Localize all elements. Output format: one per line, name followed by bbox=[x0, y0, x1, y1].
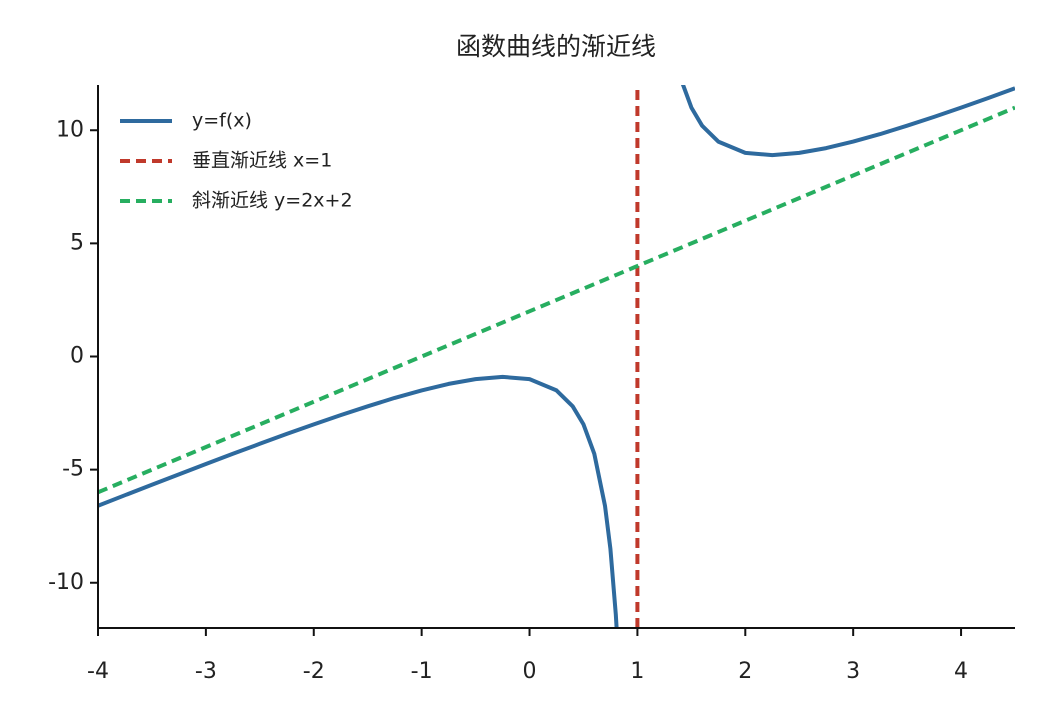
legend-label: 斜渐近线 y=2x+2 bbox=[192, 190, 353, 212]
y-tick-label: 0 bbox=[70, 344, 84, 369]
legend-label: y=f(x) bbox=[192, 110, 252, 132]
x-tick-label: 3 bbox=[846, 659, 860, 684]
y-tick-label: 5 bbox=[70, 230, 84, 255]
plot-area bbox=[98, 85, 1015, 628]
x-tick-label: -3 bbox=[195, 659, 217, 684]
x-tick-label: -4 bbox=[87, 659, 109, 684]
chart-title: 函数曲线的渐近线 bbox=[456, 32, 656, 61]
legend-label: 垂直渐近线 x=1 bbox=[192, 150, 332, 172]
x-tick-label: 0 bbox=[523, 659, 537, 684]
x-tick-label: -2 bbox=[303, 659, 325, 684]
series-line bbox=[98, 105, 1015, 495]
y-tick-label: -10 bbox=[48, 570, 84, 595]
x-tick-label: -1 bbox=[411, 659, 433, 684]
x-tick-label: 2 bbox=[738, 659, 752, 684]
y-tick-label: -5 bbox=[62, 457, 84, 482]
x-tick-label: 4 bbox=[954, 659, 968, 684]
y-tick-label: 10 bbox=[56, 117, 84, 142]
series-line bbox=[98, 85, 1015, 628]
x-tick-label: 1 bbox=[630, 659, 644, 684]
